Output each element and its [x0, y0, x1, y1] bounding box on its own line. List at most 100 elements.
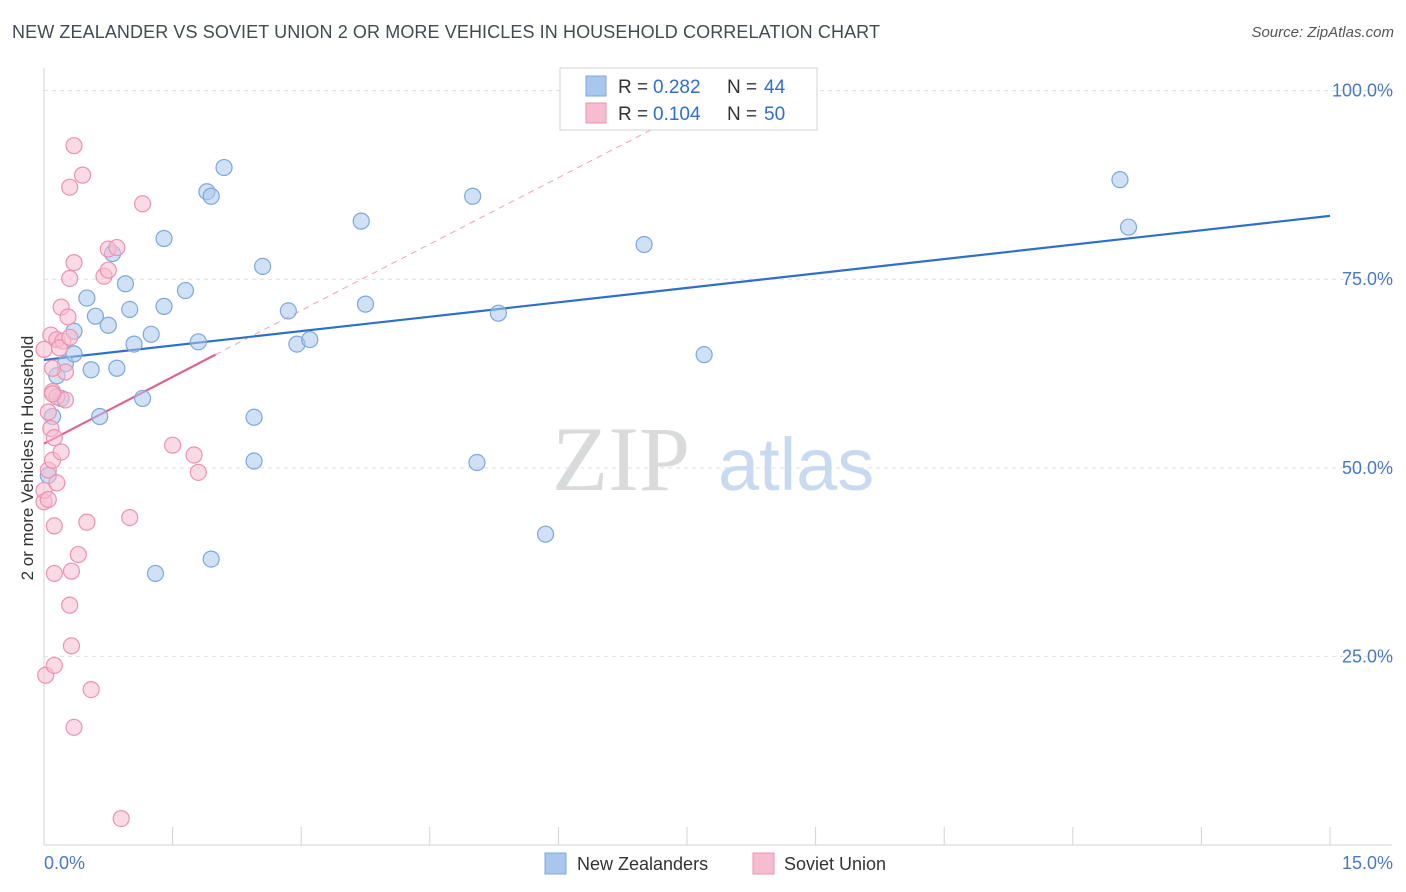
point-soviet-union-40 [39, 490, 57, 509]
point-soviet-union-27 [73, 166, 92, 184]
legend-swatch-soviet-union [585, 102, 607, 124]
data-points [35, 137, 1138, 828]
point-new-zealanders-21 [155, 229, 173, 248]
x-tick-label-1: 15.0% [1342, 853, 1393, 873]
axes [43, 68, 1392, 846]
chart-source: Source: ZipAtlas.com [1251, 24, 1394, 41]
point-soviet-union-39 [189, 463, 207, 481]
point-new-zealanders-19 [146, 564, 165, 583]
legend-r-value-2: 0.104 [653, 104, 701, 125]
point-new-zealanders-40 [635, 235, 653, 254]
point-new-zealanders-10 [91, 407, 109, 426]
trend-lines [43, 124, 1331, 445]
point-new-zealanders-15 [121, 300, 139, 318]
point-new-zealanders-23 [189, 333, 207, 351]
trend-line-new-zealanders [43, 214, 1331, 362]
point-soviet-union-19 [61, 269, 79, 288]
point-new-zealanders-27 [215, 158, 233, 177]
y-tick-label-2: 75.0% [1342, 269, 1393, 289]
point-soviet-union-41 [43, 385, 62, 403]
point-soviet-union-10 [45, 564, 63, 583]
point-new-zealanders-20 [155, 297, 173, 315]
y-tick-label-0: 25.0% [1342, 646, 1393, 666]
point-soviet-union-44 [48, 474, 66, 492]
x-tick-label-0: 0.0% [44, 853, 85, 873]
point-soviet-union-29 [82, 680, 100, 699]
point-soviet-union-24 [65, 254, 83, 272]
point-new-zealanders-26 [202, 550, 220, 568]
legend-n-label-2: N = [727, 104, 757, 125]
point-new-zealanders-17 [133, 389, 152, 408]
point-new-zealanders-30 [254, 257, 272, 275]
y-axis-title: 2 or more Vehicles in Household [18, 336, 37, 581]
bottom-legend: New Zealanders Soviet Union [544, 852, 886, 875]
point-new-zealanders-36 [464, 187, 482, 205]
chart-title: NEW ZEALANDER VS SOVIET UNION 2 OR MORE … [12, 22, 881, 42]
watermark-atlas: atlas [718, 423, 874, 506]
point-new-zealanders-35 [356, 295, 375, 313]
point-soviet-union-37 [164, 436, 182, 454]
grid-lines [44, 90, 1392, 657]
x-tick-labels: 0.0% 15.0% [44, 853, 1393, 873]
watermark: ZIP atlas [552, 408, 874, 510]
point-new-zealanders-29 [245, 452, 263, 470]
point-new-zealanders-5 [65, 345, 83, 363]
point-new-zealanders-38 [489, 304, 507, 322]
point-soviet-union-20 [61, 596, 79, 614]
point-new-zealanders-8 [82, 361, 100, 379]
point-new-zealanders-11 [99, 316, 117, 334]
point-new-zealanders-37 [468, 453, 486, 472]
point-soviet-union-17 [59, 308, 77, 326]
point-new-zealanders-33 [301, 330, 319, 349]
point-new-zealanders-41 [695, 346, 713, 364]
point-soviet-union-22 [62, 562, 81, 580]
legend-n-label-1: N = [727, 77, 757, 98]
point-soviet-union-23 [65, 137, 83, 155]
point-soviet-union-26 [69, 545, 87, 564]
point-soviet-union-18 [61, 178, 79, 196]
point-new-zealanders-16 [125, 335, 143, 353]
point-soviet-union-48 [52, 443, 70, 461]
point-new-zealanders-34 [352, 212, 370, 230]
legend-swatch-new-zealanders [585, 75, 607, 97]
trend-line-ext-soviet-union [215, 124, 662, 356]
point-new-zealanders-28 [245, 408, 263, 426]
bottom-legend-swatch-soviet-union [752, 852, 775, 875]
point-new-zealanders-14 [116, 275, 135, 293]
legend-r-value-1: 0.282 [653, 77, 701, 98]
point-soviet-union-21 [62, 637, 81, 655]
legend-r-label-2: R = [618, 104, 648, 125]
bottom-legend-swatch-new-zealanders [544, 852, 567, 875]
trend-line-soviet-union [43, 353, 216, 445]
point-new-zealanders-43 [1119, 218, 1138, 236]
bottom-legend-label-soviet-union: Soviet Union [784, 854, 886, 874]
point-soviet-union-28 [78, 513, 96, 531]
point-soviet-union-35 [121, 509, 139, 527]
y-tick-label-1: 50.0% [1342, 458, 1393, 478]
point-new-zealanders-42 [1111, 171, 1129, 189]
y-tick-labels: 25.0% 50.0% 75.0% 100.0% [1332, 81, 1393, 667]
point-new-zealanders-25 [202, 187, 220, 205]
point-soviet-union-34 [112, 809, 130, 828]
point-soviet-union-45 [39, 403, 57, 421]
point-soviet-union-9 [45, 517, 63, 535]
point-new-zealanders-39 [536, 525, 555, 543]
point-new-zealanders-13 [108, 359, 126, 377]
point-new-zealanders-31 [279, 302, 297, 320]
point-new-zealanders-22 [176, 281, 195, 300]
legend-r-label-1: R = [618, 77, 648, 98]
watermark-zip: ZIP [552, 408, 690, 510]
bottom-legend-label-new-zealanders: New Zealanders [577, 854, 708, 874]
point-soviet-union-46 [45, 429, 63, 447]
y-tick-label-3: 100.0% [1332, 81, 1393, 101]
point-soviet-union-33 [108, 238, 126, 257]
point-new-zealanders-18 [142, 325, 160, 343]
point-new-zealanders-9 [86, 307, 105, 325]
point-soviet-union-47 [61, 328, 79, 346]
legend: R = 0.282 N = 44 R = 0.104 N = 50 [559, 67, 818, 131]
point-soviet-union-42 [50, 339, 69, 357]
point-soviet-union-32 [99, 261, 117, 279]
legend-n-value-2: 50 [764, 104, 785, 125]
point-new-zealanders-7 [78, 289, 96, 307]
point-soviet-union-25 [65, 718, 83, 736]
